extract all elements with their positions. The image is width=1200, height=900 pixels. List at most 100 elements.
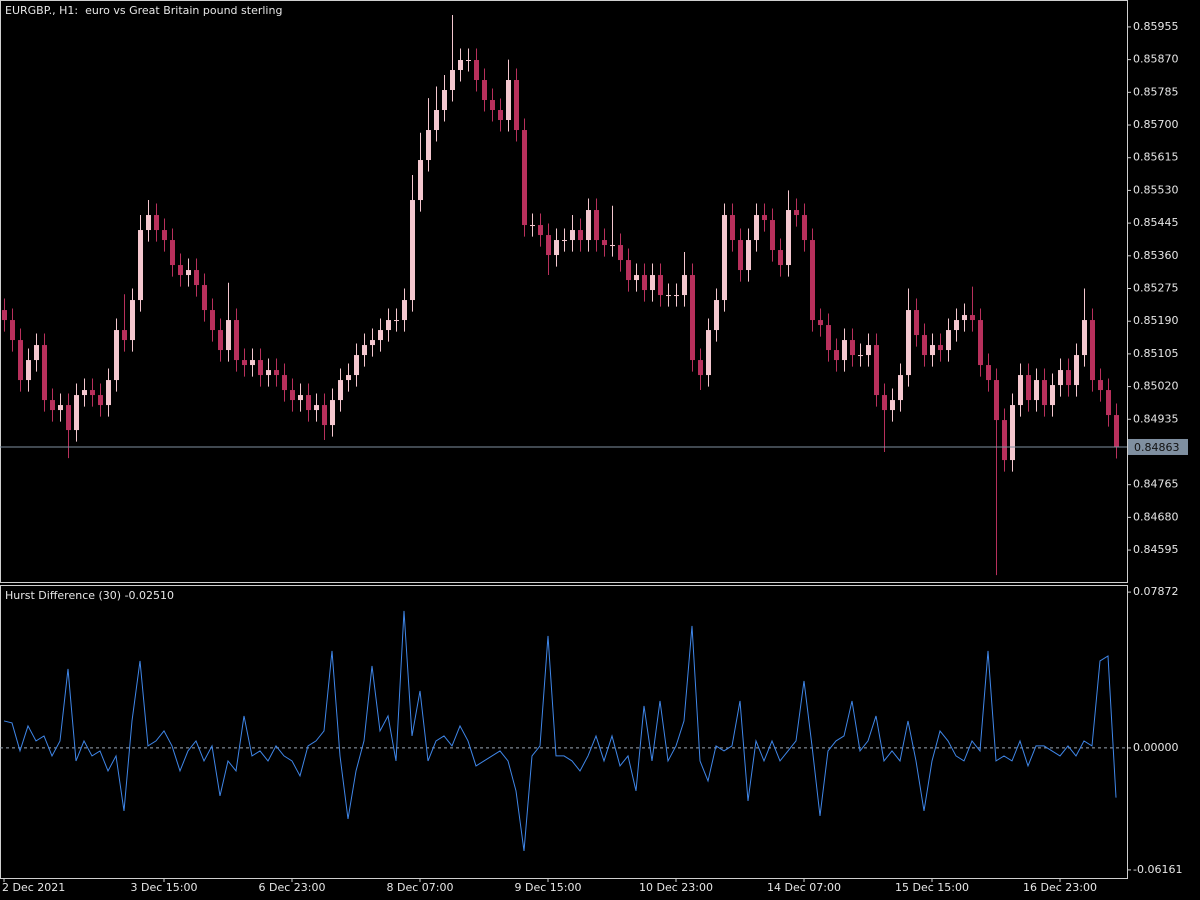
candle-body <box>98 395 103 406</box>
candle-body <box>1098 380 1103 391</box>
indicator-pane <box>0 585 1128 879</box>
marks <box>0 15 1127 851</box>
candle-body <box>906 310 911 376</box>
x-tick-label: 15 Dec 15:00 <box>895 881 969 894</box>
candle-body <box>546 235 551 256</box>
candle-body <box>610 245 615 247</box>
candle-body <box>194 270 199 286</box>
candle-body <box>530 225 535 227</box>
candle-body <box>986 365 991 381</box>
candle-body <box>82 390 87 396</box>
candle-body <box>506 80 511 121</box>
candle-body <box>378 330 383 341</box>
candle-body <box>34 345 39 361</box>
candle-body <box>642 275 647 291</box>
candle-body <box>274 370 279 376</box>
candle-body <box>938 345 943 351</box>
candle-body <box>466 60 471 62</box>
candle-body <box>498 110 503 121</box>
candle-body <box>602 240 607 246</box>
candle-body <box>162 230 167 241</box>
indicator-line <box>3 610 1117 851</box>
candle-body <box>970 315 975 321</box>
candle-body <box>570 230 575 241</box>
candle-body <box>106 380 111 406</box>
candle-body <box>666 295 671 297</box>
candle-body <box>1066 370 1071 386</box>
candle-body <box>402 300 407 321</box>
candle-body <box>562 240 567 242</box>
candle-body <box>210 310 215 331</box>
candle-body <box>26 360 31 381</box>
candle-body <box>850 340 855 356</box>
candle-body <box>410 200 415 301</box>
candle-body <box>58 405 63 411</box>
y-tick-label: 0.85870 <box>1133 53 1179 66</box>
candle-body <box>178 265 183 276</box>
candle-body <box>786 210 791 266</box>
candle-body <box>130 300 135 341</box>
candle-body <box>754 215 759 241</box>
x-tick-label: 2 Dec 2021 <box>2 881 65 894</box>
labels: EURGBP., H1: euro vs Great Britain pound… <box>2 4 1188 894</box>
candle-body <box>810 240 815 321</box>
candle-body <box>874 345 879 396</box>
candle-body <box>338 380 343 401</box>
y-tick-label: 0.85615 <box>1133 151 1179 164</box>
y-tick-label: 0.00000 <box>1133 741 1179 754</box>
candle-body <box>802 215 807 241</box>
y-tick-label: 0.84765 <box>1133 478 1179 491</box>
candle-body <box>2 310 7 321</box>
candle-body <box>746 240 751 271</box>
y-tick-label: 0.85785 <box>1133 85 1179 98</box>
candle-body <box>858 355 863 357</box>
candle-body <box>626 260 631 281</box>
y-tick-label: 0.85105 <box>1133 347 1179 360</box>
candle-body <box>914 310 919 336</box>
candle-body <box>170 240 175 266</box>
x-tick-label: 10 Dec 23:00 <box>639 881 713 894</box>
y-tick-label: 0.84680 <box>1133 510 1179 523</box>
x-tick-label: 16 Dec 23:00 <box>1023 881 1097 894</box>
candle-body <box>418 160 423 201</box>
candle-body <box>50 400 55 411</box>
candle-body <box>522 130 527 226</box>
candle-body <box>474 60 479 81</box>
candle-body <box>578 230 583 241</box>
candle-body <box>706 330 711 376</box>
candle-body <box>514 80 519 131</box>
candle-body <box>122 330 127 341</box>
candle-body <box>946 330 951 351</box>
candle-body <box>434 110 439 131</box>
candle-body <box>762 215 767 221</box>
candle-body <box>890 400 895 411</box>
candle-body <box>1090 320 1095 381</box>
candle-body <box>1050 385 1055 406</box>
candle-body <box>386 320 391 331</box>
candle-body <box>330 400 335 426</box>
candle-body <box>1026 375 1031 401</box>
pane-title: EURGBP., H1: euro vs Great Britain pound… <box>5 4 282 17</box>
candle-body <box>954 320 959 331</box>
y-tick-label: 0.84595 <box>1133 543 1179 556</box>
candle-body <box>242 360 247 366</box>
candle-body <box>258 360 263 376</box>
x-tick-label: 6 Dec 23:00 <box>259 881 326 894</box>
candle-body <box>282 375 287 391</box>
candle-body <box>1018 375 1023 406</box>
y-tick-label: 0.85530 <box>1133 183 1179 196</box>
candle-body <box>42 345 47 401</box>
candle-body <box>674 295 679 297</box>
candle-body <box>866 345 871 356</box>
candle-body <box>426 130 431 161</box>
candle-body <box>554 240 559 256</box>
y-tick-label: 0.85190 <box>1133 314 1179 327</box>
candle-body <box>834 350 839 361</box>
candle-body <box>458 60 463 71</box>
candle-body <box>218 330 223 351</box>
candle-body <box>146 215 151 231</box>
candle-body <box>322 405 327 426</box>
y-tick-label: 0.85020 <box>1133 380 1179 393</box>
